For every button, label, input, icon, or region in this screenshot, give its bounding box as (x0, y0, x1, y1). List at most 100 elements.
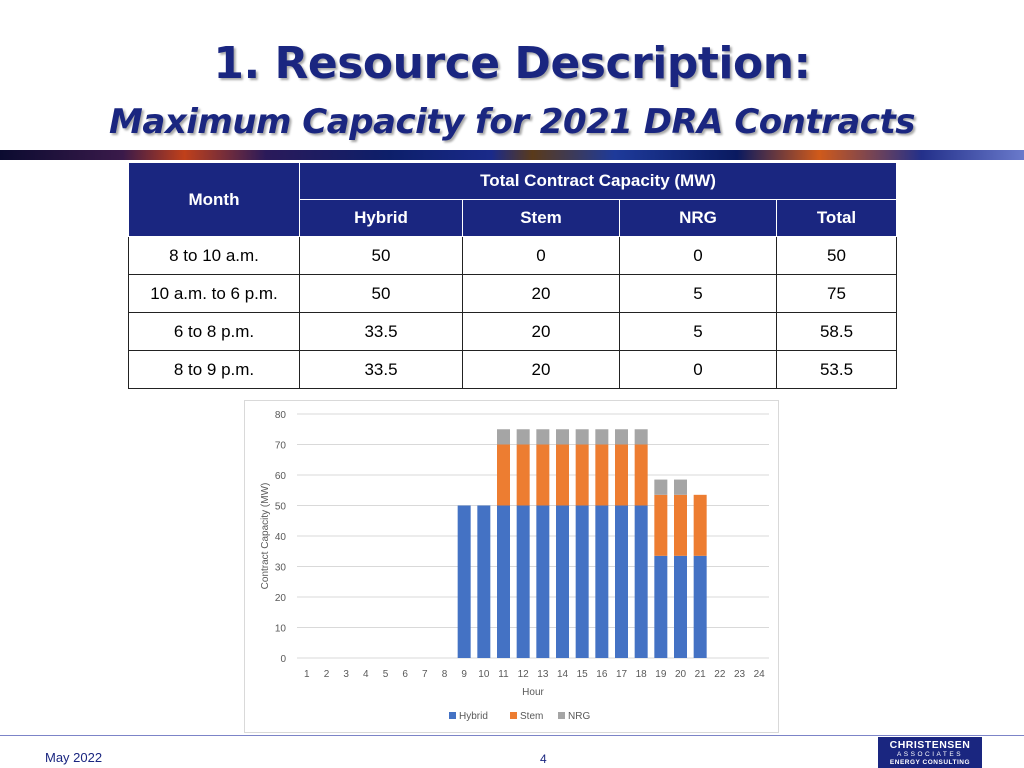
row-month: 8 to 9 p.m. (128, 350, 300, 389)
bar-stem (634, 444, 648, 506)
bar-hybrid (516, 505, 530, 658)
cell-total: 75 (776, 274, 897, 313)
bar-hybrid (477, 505, 491, 658)
table-row: 8 to 9 p.m. 33.5 20 0 53.5 (128, 350, 897, 389)
x-tick-label: 5 (383, 669, 389, 680)
cell-stem: 0 (462, 236, 620, 275)
column-header-stem: Stem (462, 199, 620, 237)
table-row: 10 a.m. to 6 p.m. 50 20 5 75 (128, 274, 897, 313)
y-tick-label: 20 (275, 593, 287, 604)
bar-nrg (575, 429, 589, 445)
y-tick-label: 70 (275, 441, 287, 452)
cell-stem: 20 (462, 312, 620, 351)
row-month: 10 a.m. to 6 p.m. (128, 274, 300, 313)
cell-hybrid: 33.5 (299, 350, 463, 389)
x-tick-label: 6 (402, 669, 408, 680)
y-tick-label: 0 (280, 654, 286, 665)
column-header-hybrid: Hybrid (299, 199, 463, 237)
x-tick-label: 7 (422, 669, 428, 680)
capacity-table: Month Total Contract Capacity (MW) Hybri… (128, 162, 897, 389)
legend-label-stem: Stem (520, 711, 543, 722)
bar-nrg (674, 479, 687, 495)
cell-hybrid: 50 (299, 274, 463, 313)
cell-nrg: 5 (619, 274, 777, 313)
row-month: 8 to 10 a.m. (128, 236, 300, 275)
legend-swatch-hybrid (449, 712, 456, 719)
bar-nrg (595, 429, 609, 445)
x-tick-label: 15 (577, 669, 589, 680)
cell-hybrid: 33.5 (299, 312, 463, 351)
bar-stem (654, 494, 668, 556)
bar-stem (674, 494, 687, 556)
cell-nrg: 0 (619, 350, 777, 389)
cell-total: 58.5 (776, 312, 897, 351)
bar-stem (595, 444, 609, 506)
x-tick-label: 13 (537, 669, 549, 680)
x-tick-label: 23 (734, 669, 746, 680)
cell-nrg: 5 (619, 312, 777, 351)
bar-stem (575, 444, 589, 506)
x-axis-label: Hour (522, 687, 544, 698)
x-tick-label: 16 (596, 669, 608, 680)
cell-stem: 20 (462, 274, 620, 313)
decorative-banner (0, 150, 1024, 160)
y-tick-label: 40 (275, 532, 287, 543)
x-tick-label: 4 (363, 669, 369, 680)
slide-title: 1. Resource Description: (213, 38, 811, 89)
y-tick-label: 30 (275, 563, 287, 574)
cell-total: 53.5 (776, 350, 897, 389)
bar-nrg (615, 429, 628, 445)
cell-stem: 20 (462, 350, 620, 389)
bar-hybrid (595, 505, 609, 658)
company-logo: CHRISTENSEN ASSOCIATES ENERGY CONSULTING (878, 737, 982, 768)
cell-nrg: 0 (619, 236, 777, 275)
column-header-total: Total (776, 199, 897, 237)
slide-subtitle: Maximum Capacity for 2021 DRA Contracts (109, 102, 915, 142)
x-tick-label: 12 (518, 669, 530, 680)
bar-hybrid (556, 505, 569, 658)
bar-hybrid (654, 555, 668, 658)
x-tick-label: 21 (695, 669, 707, 680)
bar-hybrid (457, 505, 471, 658)
x-tick-label: 24 (754, 669, 766, 680)
footer-divider (0, 735, 1024, 736)
bar-stem (516, 444, 530, 506)
x-tick-label: 22 (714, 669, 726, 680)
row-month: 6 to 8 p.m. (128, 312, 300, 351)
legend-label-hybrid: Hybrid (459, 711, 488, 722)
legend-swatch-nrg (558, 712, 565, 719)
cell-hybrid: 50 (299, 236, 463, 275)
y-tick-label: 50 (275, 502, 287, 513)
table-row: 6 to 8 p.m. 33.5 20 5 58.5 (128, 312, 897, 351)
x-tick-label: 10 (478, 669, 490, 680)
bar-stem (615, 444, 628, 506)
footer-date: May 2022 (45, 750, 103, 765)
bar-nrg (497, 429, 510, 445)
x-tick-label: 18 (636, 669, 648, 680)
bar-hybrid (674, 555, 687, 658)
bar-nrg (516, 429, 530, 445)
bar-stem (497, 444, 510, 506)
group-header: Total Contract Capacity (MW) (299, 162, 897, 200)
bar-hybrid (575, 505, 589, 658)
y-tick-label: 80 (275, 410, 287, 421)
bar-nrg (634, 429, 648, 445)
legend-swatch-stem (510, 712, 517, 719)
bar-stem (693, 494, 707, 556)
bar-hybrid (615, 505, 628, 658)
bar-hybrid (536, 505, 550, 658)
bar-hybrid (693, 555, 707, 658)
legend-label-nrg: NRG (568, 711, 590, 722)
x-tick-label: 19 (655, 669, 667, 680)
x-tick-label: 8 (442, 669, 448, 680)
page-number: 4 (540, 752, 547, 766)
bar-nrg (556, 429, 569, 445)
x-tick-label: 2 (324, 669, 330, 680)
x-tick-label: 9 (461, 669, 467, 680)
capacity-chart: 0 10 20 30 40 50 60 70 80 1 2 3 4 5 6 7 8 9 10 11 12 13 14 15 16… (244, 400, 779, 733)
x-tick-label: 1 (304, 669, 310, 680)
x-tick-label: 17 (616, 669, 628, 680)
bar-nrg (654, 479, 668, 495)
table-row: 8 to 10 a.m. 50 0 0 50 (128, 236, 897, 275)
bar-hybrid (634, 505, 648, 658)
